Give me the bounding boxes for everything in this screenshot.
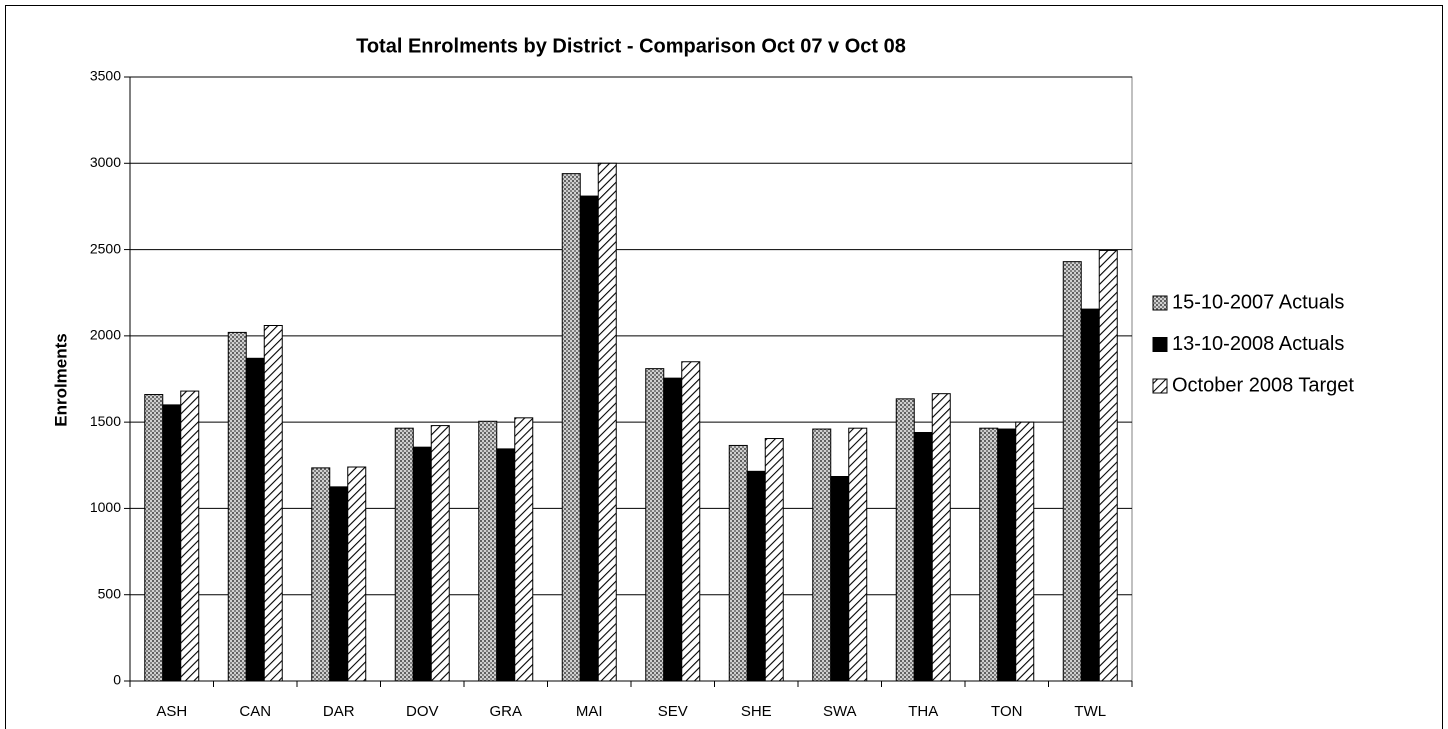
y-tick-label: 3500 [90,68,121,84]
x-tick-label: DOV [406,703,439,720]
bar [895,398,915,682]
bar [514,417,534,682]
bar [478,420,498,682]
x-tick-label: MAI [576,703,603,720]
x-tick-label: CAN [239,703,271,720]
bar [347,466,367,682]
bar [227,331,247,682]
x-tick-label: TWL [1074,703,1106,720]
bar [597,162,617,682]
legend-label: October 2008 Target [1172,374,1354,396]
bar [764,438,784,682]
y-tick-label: 1000 [90,499,121,515]
x-tick-label: SWA [823,703,857,720]
bar [913,431,933,682]
x-tick-label: THA [908,703,938,720]
bar [263,325,283,682]
bar [1062,261,1082,682]
x-tick-label: SEV [658,703,688,720]
bar [645,368,665,682]
y-axis-label: Enrolments [51,333,70,427]
bar [180,390,200,682]
chart-title: Total Enrolments by District - Compariso… [356,35,906,57]
bar [1015,421,1035,682]
bar [245,357,265,682]
bar [496,448,516,682]
bar [931,393,951,682]
x-tick-label: GRA [489,703,522,720]
bar [144,394,164,682]
bar [681,361,701,682]
bar [561,173,581,682]
bar [311,467,331,682]
bar [162,404,182,682]
bar [830,476,850,682]
bar [979,427,999,682]
bar [663,377,683,682]
bar [329,486,349,682]
bar [394,427,414,682]
legend-marker [1152,337,1168,352]
y-tick-label: 3000 [90,154,121,170]
legend-marker [1152,295,1168,311]
x-tick-label: SHE [741,703,772,720]
bar [1080,308,1100,682]
y-tick-label: 2500 [90,240,121,256]
x-tick-label: TON [991,703,1022,720]
legend-label: 15-10-2007 Actuals [1172,291,1344,313]
y-tick-label: 500 [98,585,122,601]
plot-area [129,76,1133,682]
y-tick-label: 0 [113,672,121,688]
bar [412,446,432,682]
y-tick-label: 2000 [90,327,121,343]
legend-label: 13-10-2008 Actuals [1172,333,1344,355]
x-tick-label: ASH [156,703,187,720]
bar [997,428,1017,682]
bar [579,195,599,682]
bar [728,444,748,682]
bar [812,428,832,682]
y-tick-label: 1500 [90,413,121,429]
bar [1098,249,1118,682]
bar [430,425,450,682]
x-tick-label: DAR [323,703,355,720]
bar [746,470,766,682]
legend-marker [1152,378,1168,394]
bar [848,427,868,682]
